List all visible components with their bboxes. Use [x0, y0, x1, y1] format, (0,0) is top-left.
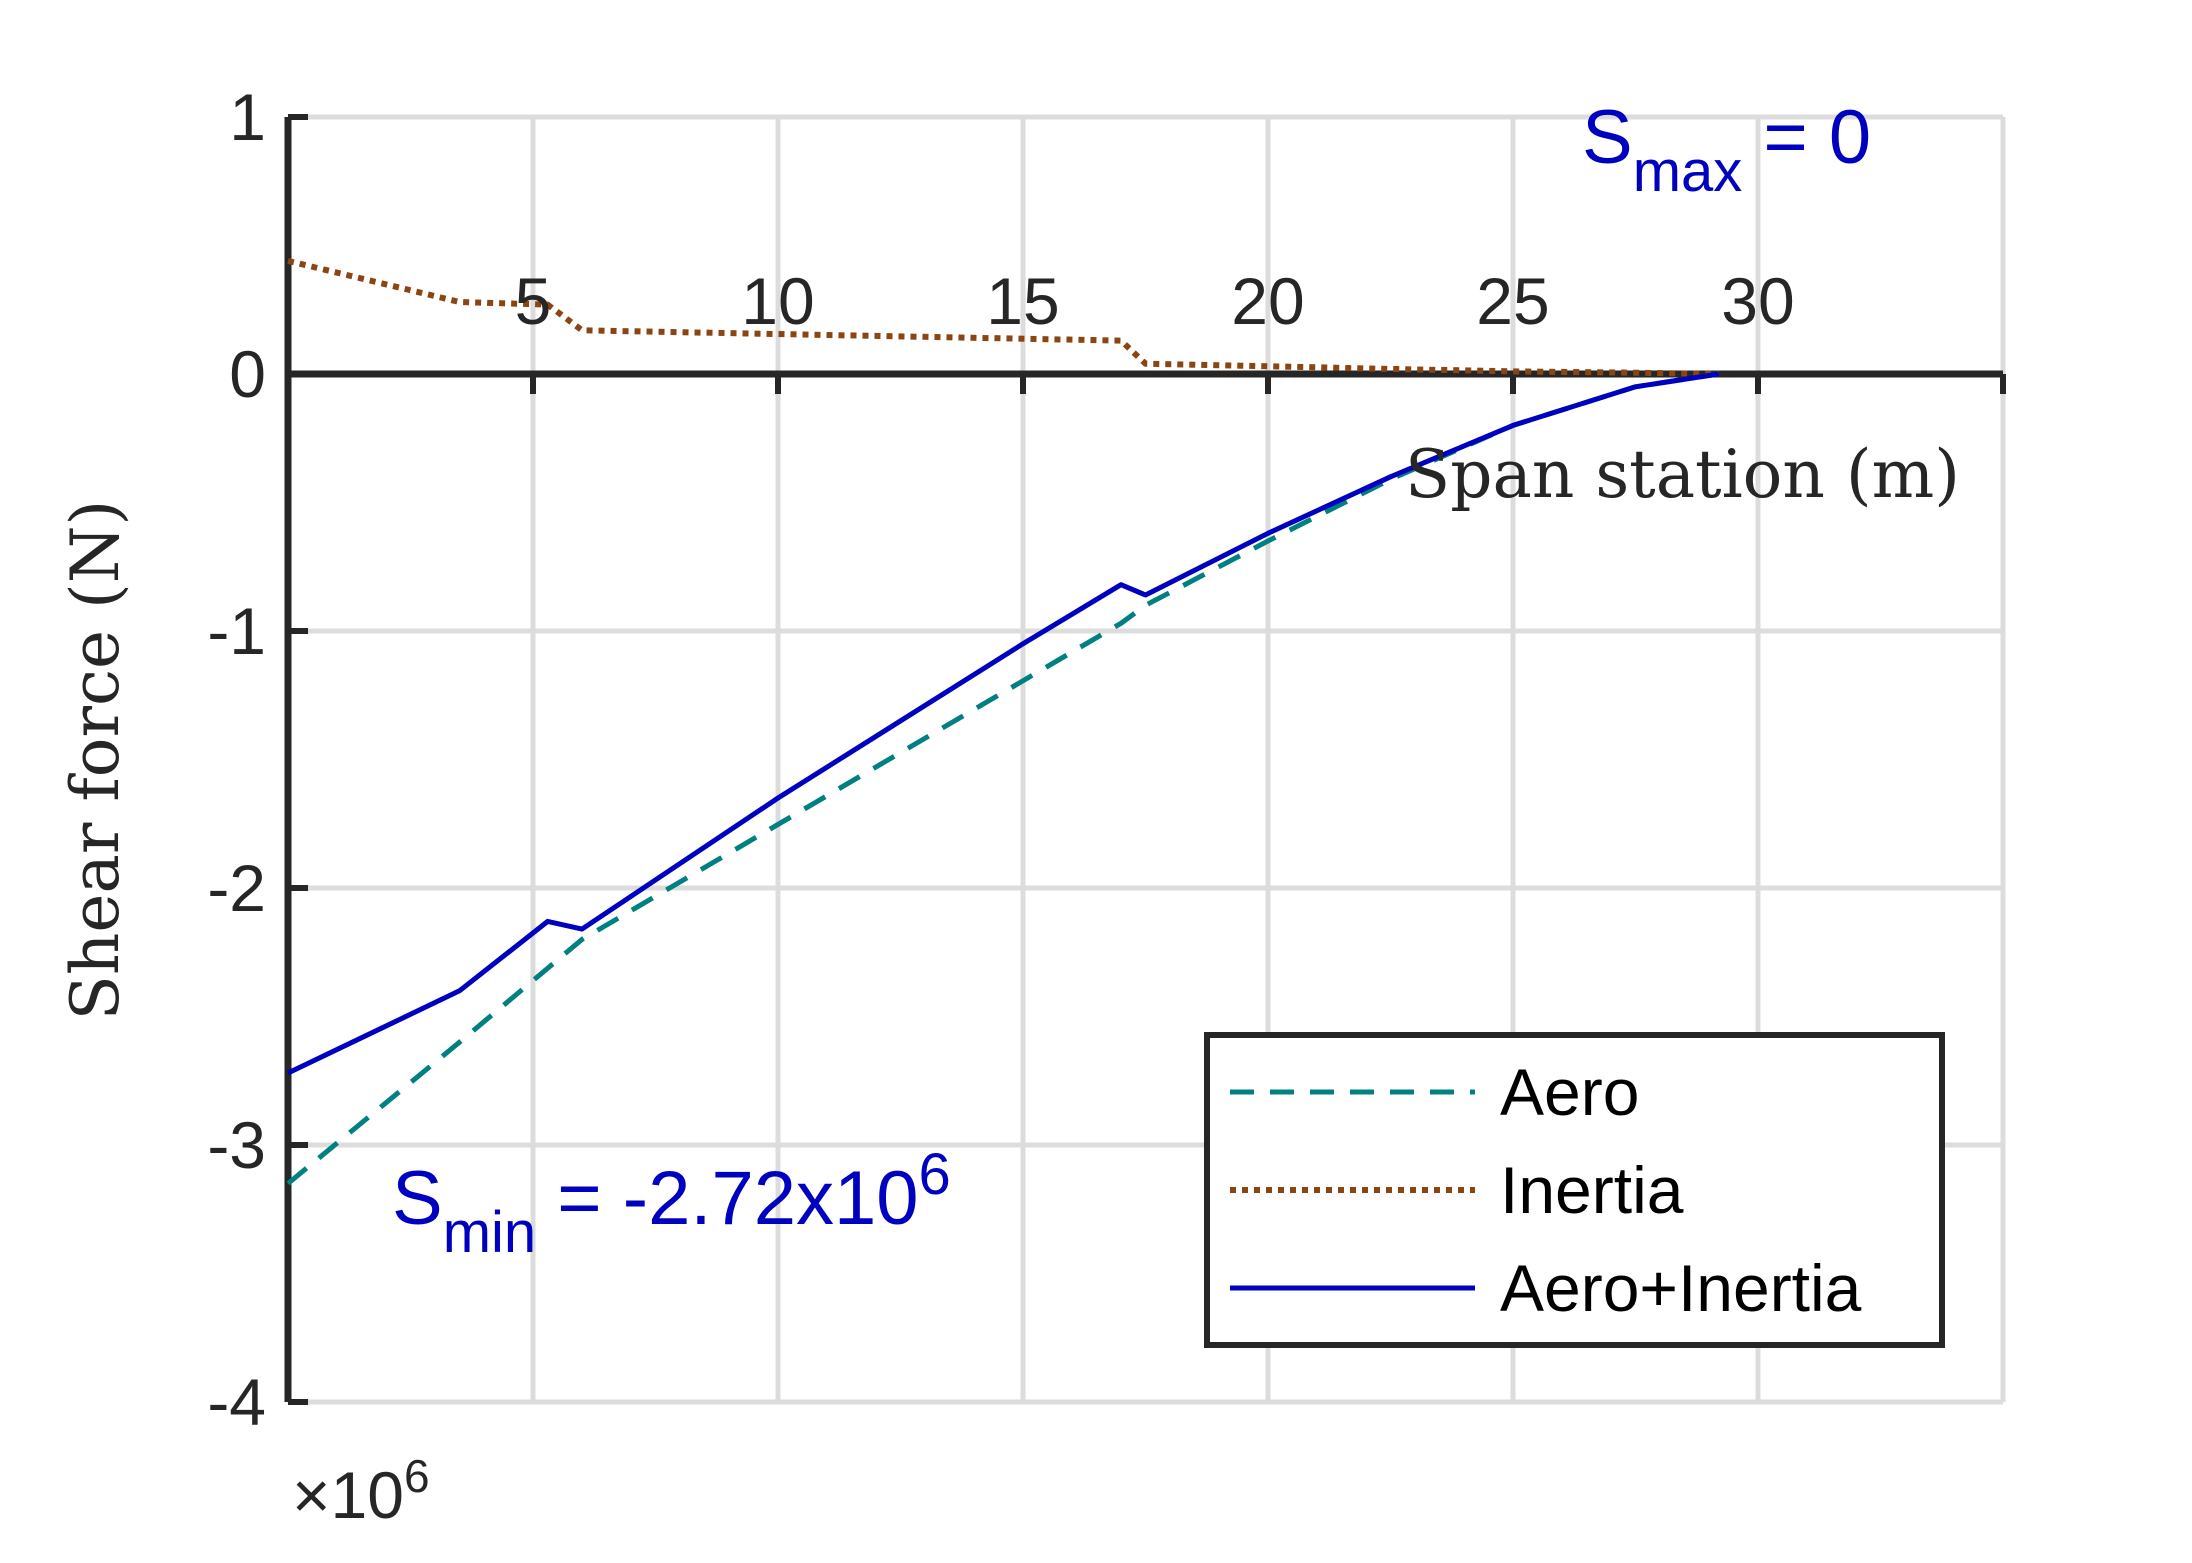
y-tick-label-2: -1 — [207, 594, 266, 668]
series-line-inertia — [287, 257, 1719, 377]
legend-label-inertia: Inertia — [1500, 1153, 1684, 1227]
x-tick-label-5: 30 — [1721, 264, 1794, 338]
y-tick-label-3: -2 — [207, 851, 266, 925]
y-exponent-label: ×106 — [292, 1450, 430, 1532]
smin-subscript: min — [443, 1200, 536, 1265]
legend-label-aero: Aero — [1500, 1055, 1639, 1129]
series-layer — [286, 257, 1720, 1186]
y-tick-label-4: -3 — [207, 1108, 266, 1182]
x-tick-label-1: 10 — [741, 264, 814, 338]
x-axis-title: Span station (m) — [1405, 436, 1960, 513]
series-line-aero-inertia — [286, 371, 1720, 1076]
x-tick-label-2: 15 — [986, 264, 1059, 338]
smax-annotation: Smax = 0 — [1582, 95, 1871, 204]
smax-symbol: S — [1582, 95, 1633, 180]
y-tick-label-5: -4 — [207, 1365, 266, 1439]
smax-value: = 0 — [1742, 95, 1871, 180]
smin-annotation: Smin = -2.72x106 — [392, 1142, 951, 1265]
smin-value: = -2.72x10 — [536, 1156, 918, 1241]
x-tick-label-3: 20 — [1231, 264, 1304, 338]
smin-symbol: S — [392, 1156, 443, 1241]
smax-subscript: max — [1633, 139, 1743, 204]
smin-power: 6 — [919, 1142, 951, 1207]
y-tick-label-0: 1 — [229, 80, 266, 154]
tick-labels: 10-1-2-3-45 10 15 20 25 30 — [207, 80, 1794, 1439]
y-exponent-power: 6 — [404, 1450, 430, 1502]
y-axis-title: Shear force (N) — [57, 500, 134, 1021]
x-tick-label-0: 5 — [515, 264, 552, 338]
legend: Aero Inertia Aero+Inertia — [1204, 1032, 1945, 1348]
y-exponent-prefix: ×10 — [292, 1458, 404, 1532]
grid-lines — [288, 114, 2006, 1405]
x-tick-label-4: 25 — [1476, 264, 1549, 338]
y-tick-label-1: 0 — [229, 337, 266, 411]
legend-label-aero-inertia: Aero+Inertia — [1500, 1251, 1862, 1325]
